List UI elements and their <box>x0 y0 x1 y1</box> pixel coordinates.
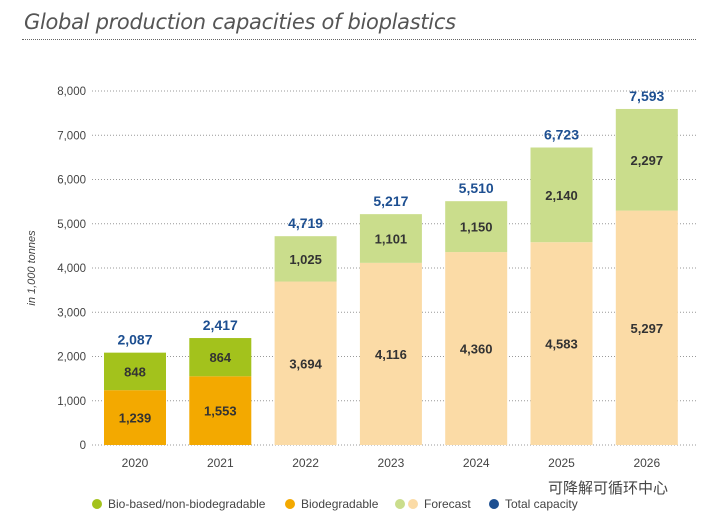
bar-biodegradable <box>359 262 422 445</box>
bar-biobased <box>359 214 422 263</box>
bar-biobased <box>615 108 678 211</box>
y-tick-label: 8,000 <box>57 86 86 98</box>
total-label: 4,719 <box>288 215 323 231</box>
legend-swatch <box>395 499 405 509</box>
legend-label: Bio-based/non-biodegradable <box>108 497 266 511</box>
data-label: 4,360 <box>460 342 493 357</box>
data-label: 4,116 <box>375 347 407 362</box>
bar-biobased <box>189 338 252 377</box>
data-label: 848 <box>124 364 146 379</box>
data-label: 2,297 <box>631 153 664 168</box>
y-tick-label: 6,000 <box>57 175 86 187</box>
title-divider <box>22 39 696 40</box>
y-tick-label: 0 <box>80 440 86 452</box>
y-tick-label: 7,000 <box>57 130 86 142</box>
y-tick-label: 1,000 <box>57 396 86 408</box>
bar-biodegradable <box>189 376 252 445</box>
total-label: 7,593 <box>629 88 664 104</box>
x-tick-label: 2024 <box>463 456 490 470</box>
legend-swatch <box>408 499 418 509</box>
legend-swatch <box>489 499 499 509</box>
data-label: 1,101 <box>375 232 408 247</box>
x-tick-label: 2022 <box>292 456 319 470</box>
total-label: 2,417 <box>203 317 238 333</box>
total-label: 6,723 <box>544 127 579 143</box>
total-label: 5,510 <box>459 180 494 196</box>
total-label: 2,087 <box>117 332 152 348</box>
data-label: 1,553 <box>204 404 237 419</box>
bar-biobased <box>104 352 166 391</box>
chart-title: Global production capacities of bioplast… <box>24 10 456 34</box>
data-label: 1,239 <box>119 411 152 426</box>
legend-swatch <box>285 499 295 509</box>
data-label: 1,025 <box>289 252 322 267</box>
data-label: 864 <box>209 350 231 365</box>
watermark: 可降解可循环中心 <box>548 480 669 497</box>
y-tick-label: 5,000 <box>57 219 86 231</box>
y-axis-label: in 1,000 tonnes <box>26 230 38 306</box>
x-tick-label: 2021 <box>207 456 234 470</box>
bar-biobased <box>530 147 593 243</box>
data-label: 4,583 <box>545 337 578 352</box>
legend-swatch <box>92 499 102 509</box>
y-tick-label: 2,000 <box>57 352 86 364</box>
data-label: 1,150 <box>460 220 493 235</box>
bar-biodegradable <box>530 242 593 445</box>
legend-label: Biodegradable <box>301 497 379 511</box>
data-label: 3,694 <box>289 356 322 371</box>
bar-biobased <box>445 201 508 253</box>
y-tick-label: 4,000 <box>57 263 86 275</box>
bar-biodegradable <box>104 390 166 445</box>
bar-biodegradable <box>445 252 508 445</box>
x-tick-label: 2025 <box>548 456 575 470</box>
x-tick-label: 2023 <box>378 456 405 470</box>
total-label: 5,217 <box>373 193 408 209</box>
legend-label: Total capacity <box>505 497 578 511</box>
y-tick-label: 3,000 <box>57 307 86 319</box>
x-tick-label: 2020 <box>122 456 149 470</box>
data-label: 5,297 <box>631 321 664 336</box>
legend-label: Forecast <box>424 497 471 511</box>
bar-biodegradable <box>615 210 678 445</box>
bar-biodegradable <box>274 281 337 445</box>
x-tick-label: 2026 <box>633 456 660 470</box>
bar-biobased <box>274 236 337 282</box>
data-label: 2,140 <box>545 188 578 203</box>
